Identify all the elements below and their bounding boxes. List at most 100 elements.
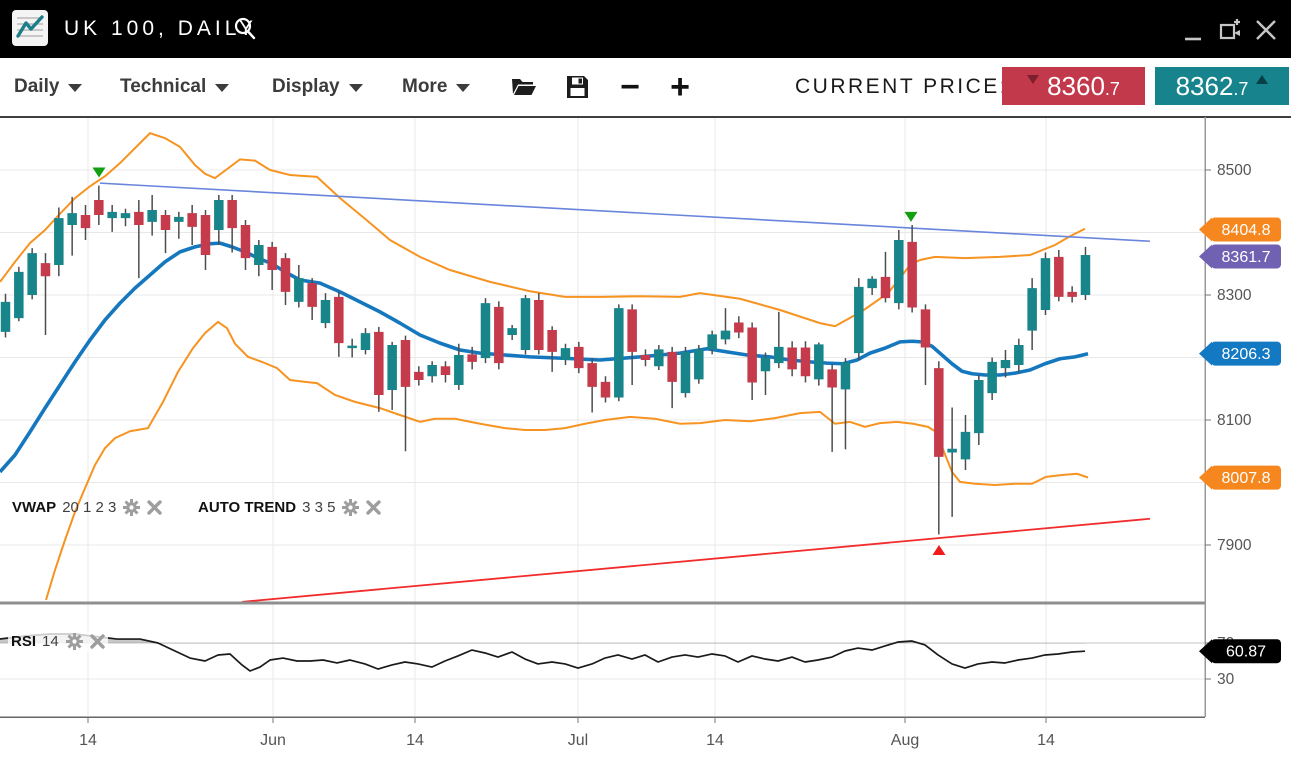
- autotrend-settings-gear-icon[interactable]: [341, 498, 360, 517]
- candle: [880, 276, 891, 299]
- candle: [454, 355, 464, 385]
- candle: [800, 347, 811, 377]
- indicator-label-vwap: VWAP 20 1 2 3: [12, 498, 163, 517]
- candles-layer: [0, 185, 1091, 535]
- candle: [347, 345, 357, 349]
- trend-pivot-marker: [904, 211, 918, 222]
- candle: [547, 330, 557, 352]
- candle: [80, 215, 91, 229]
- candle: [987, 361, 997, 394]
- candle: [27, 253, 37, 295]
- candle: [320, 300, 331, 324]
- trend-pivot-marker: [92, 167, 106, 178]
- close-button[interactable]: [1252, 16, 1280, 44]
- candle: [747, 327, 757, 383]
- candle: [147, 210, 157, 222]
- candle: [280, 258, 291, 292]
- candle: [214, 200, 224, 230]
- candle: [227, 200, 237, 229]
- pane-divider: [0, 601, 1205, 605]
- menu-technical[interactable]: Technical: [120, 58, 230, 115]
- svg-text:8206.3: 8206.3: [1222, 346, 1271, 363]
- candle: [920, 309, 931, 348]
- price-tag: 8361.7: [1199, 244, 1281, 269]
- arrow-down-icon: [1027, 74, 1040, 84]
- x-axis-label: 14: [406, 732, 424, 749]
- candle: [734, 322, 744, 333]
- candle: [174, 216, 184, 222]
- price-axis-label: 8300: [1217, 287, 1252, 304]
- svg-text:8404.8: 8404.8: [1222, 222, 1271, 239]
- open-folder-icon[interactable]: [506, 70, 540, 104]
- ask-price-box[interactable]: 8362.7: [1155, 67, 1289, 105]
- bid-price-box[interactable]: 8360.7: [1002, 67, 1145, 105]
- vwap-remove-icon[interactable]: [147, 500, 163, 515]
- save-icon[interactable]: [560, 70, 594, 104]
- menu-display[interactable]: Display: [272, 58, 363, 115]
- candle: [1027, 288, 1037, 331]
- rsi-settings-gear-icon[interactable]: [65, 632, 84, 651]
- rsi-overbought-fill: [0, 634, 1085, 644]
- candle: [360, 333, 371, 350]
- candle: [507, 328, 517, 335]
- candle: [534, 300, 544, 350]
- zoom-in-icon[interactable]: +: [670, 68, 690, 106]
- candle: [667, 351, 677, 382]
- candle: [120, 213, 131, 219]
- indicator-label-autotrend: AUTO TREND 3 3 5: [198, 498, 382, 517]
- candle: [67, 213, 77, 225]
- candle: [94, 200, 104, 215]
- vwap-lower-band-line: [45, 320, 1089, 601]
- x-axis-label: 14: [79, 732, 97, 749]
- zoom-out-icon[interactable]: −: [620, 68, 640, 106]
- toolbar: Daily Technical Display More − + CURRENT…: [0, 58, 1291, 115]
- vwap-settings-gear-icon[interactable]: [122, 498, 141, 517]
- candle: [960, 431, 971, 460]
- candle: [707, 334, 717, 350]
- candle: [654, 349, 664, 367]
- indicator-label-rsi: RSI 14: [8, 631, 108, 652]
- candle: [774, 346, 784, 364]
- price-chart[interactable]: 14Jun14Jul14Aug1485008300810079007030840…: [0, 115, 1291, 761]
- svg-text:8361.7: 8361.7: [1222, 249, 1271, 266]
- chart-title: UK 100, DAILY: [64, 17, 257, 40]
- chevron-down-icon: [215, 84, 230, 92]
- rsi-axis-label: 30: [1217, 671, 1235, 688]
- candle: [294, 278, 304, 302]
- candle: [520, 298, 531, 350]
- popout-window-button[interactable]: [1217, 16, 1245, 44]
- candle: [587, 363, 597, 387]
- current-price-label: CURRENT PRICE:: [795, 75, 1009, 98]
- candle: [494, 306, 504, 364]
- candle: [440, 366, 451, 375]
- search-icon[interactable]: [232, 16, 258, 42]
- chevron-down-icon: [68, 84, 83, 92]
- candle: [1067, 291, 1077, 297]
- candle: [760, 357, 771, 372]
- candle: [787, 347, 797, 370]
- x-axis-label: Jun: [260, 732, 286, 749]
- price-tag: 8007.8: [1199, 465, 1281, 490]
- candle: [560, 348, 571, 360]
- minimize-button[interactable]: [1180, 16, 1208, 44]
- rsi-remove-icon[interactable]: [90, 634, 105, 649]
- candle: [467, 354, 477, 362]
- candle: [334, 296, 344, 344]
- menu-daily[interactable]: Daily: [14, 58, 83, 115]
- candle: [840, 362, 851, 390]
- svg-text:8007.8: 8007.8: [1222, 470, 1271, 487]
- menu-more[interactable]: More: [402, 58, 471, 115]
- candle: [907, 241, 917, 308]
- x-axis-label: 14: [706, 732, 724, 749]
- autotrend-remove-icon[interactable]: [366, 500, 382, 515]
- candle: [374, 331, 384, 395]
- x-axis-label: Aug: [891, 732, 919, 749]
- candle: [307, 283, 317, 307]
- gridlines: [0, 117, 1205, 717]
- x-axis-label: Jul: [568, 732, 588, 749]
- candle: [267, 246, 277, 270]
- candle: [694, 349, 704, 380]
- price-tag: 60.87: [1199, 639, 1281, 664]
- candle: [387, 345, 397, 390]
- chart-area: 14Jun14Jul14Aug1485008300810079007030840…: [0, 115, 1291, 761]
